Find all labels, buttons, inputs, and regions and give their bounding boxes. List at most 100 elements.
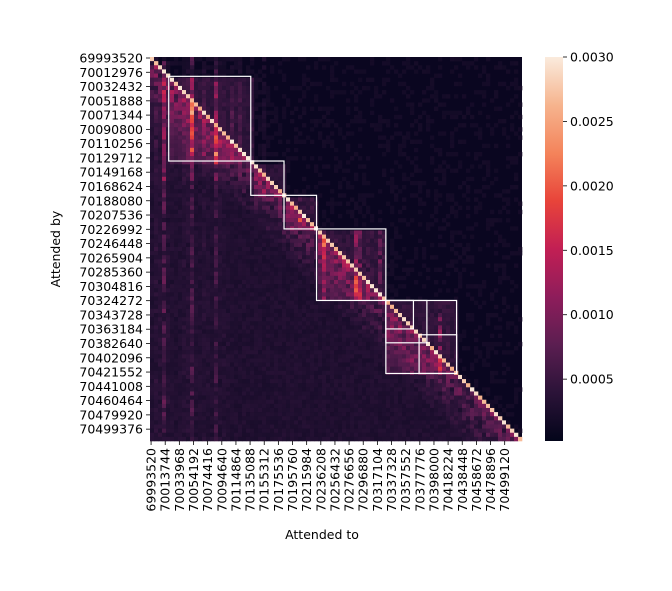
heatmap-cell [182,242,187,248]
heatmap-cell [214,325,219,330]
heatmap-cell [438,383,443,388]
heatmap-cell [154,176,159,182]
heatmap-cell [398,346,403,351]
heatmap-cell [202,383,207,388]
heatmap-cell [454,288,459,293]
heatmap-cell [154,98,159,103]
heatmap-cell [218,189,223,194]
heatmap-cell [186,391,191,396]
heatmap-cell [318,172,323,178]
heatmap-cell [162,81,167,87]
heatmap-cell [150,57,155,62]
heatmap-cell [258,102,263,107]
heatmap-cell [326,354,331,359]
heatmap-cell [194,189,199,194]
heatmap-cell [478,90,483,95]
heatmap-cell [430,391,435,396]
heatmap-cell [262,251,267,256]
heatmap-cell [270,275,275,281]
heatmap-cell [166,321,171,326]
heatmap-cell [246,69,251,74]
heatmap-cell [194,218,199,223]
heatmap-cell [230,127,235,132]
heatmap-cell [274,106,279,111]
heatmap-cell [314,379,319,384]
heatmap-cell [210,391,215,396]
heatmap-cell [174,106,179,111]
heatmap-cell [314,308,319,314]
heatmap-cell [338,292,343,297]
heatmap-cell [258,358,263,363]
heatmap-cell [350,383,355,388]
heatmap-cell [302,81,307,87]
heatmap-cell [186,180,191,186]
heatmap-cell [346,354,351,359]
heatmap-cell [194,362,199,367]
heatmap-cell [202,77,207,83]
heatmap-cell [166,379,171,384]
heatmap-cell [258,123,263,128]
heatmap-cell [266,123,271,128]
heatmap-cell [262,102,267,107]
heatmap-cell [254,263,259,268]
heatmap-cell [514,263,519,268]
heatmap-cell [394,333,399,339]
heatmap-cell [262,267,267,273]
heatmap-cell [346,230,351,235]
heatmap-cell [186,374,191,380]
heatmap-cell [274,296,279,301]
heatmap-cell [246,85,251,91]
heatmap-cell [358,164,363,169]
heatmap-cell [174,329,179,334]
heatmap-cell [226,292,231,297]
heatmap-cell [450,234,455,239]
heatmap-cell [202,61,207,66]
heatmap-cell [514,251,519,256]
heatmap-cell [378,300,383,306]
heatmap-cell [338,321,343,326]
heatmap-cell [434,209,439,215]
heatmap-cell [370,354,375,359]
heatmap-cell [306,246,311,252]
heatmap-cell [382,271,387,277]
heatmap-cell [266,234,271,239]
heatmap-cell [266,176,271,182]
heatmap-cell [274,279,279,285]
heatmap-cell [230,246,235,252]
heatmap-cell [230,135,235,140]
heatmap-cell [410,160,415,165]
heatmap-cell [234,209,239,215]
heatmap-cell [282,263,287,268]
heatmap-cell [154,366,159,372]
heatmap-cell [294,346,299,351]
heatmap-cell [294,300,299,306]
heatmap-cell [170,346,175,351]
heatmap-cell [234,193,239,198]
heatmap-cell [158,94,163,99]
heatmap-cell [226,329,231,334]
heatmap-cell [386,366,391,372]
heatmap-cell [226,333,231,339]
heatmap-cell [198,284,203,289]
heatmap-cell [234,379,239,384]
heatmap-cell [186,279,191,285]
heatmap-cell [222,135,227,140]
heatmap-cell [434,193,439,198]
heatmap-cell [294,383,299,388]
heatmap-cell [154,383,159,388]
heatmap-cell [214,114,219,120]
heatmap-cell [214,379,219,384]
heatmap-cell [334,374,339,380]
heatmap-cell [370,246,375,252]
heatmap-cell [222,288,227,293]
heatmap-cell [202,118,207,124]
heatmap-cell [386,118,391,124]
heatmap-cell [266,180,271,186]
heatmap-cell [438,102,443,107]
heatmap-cell [162,127,167,132]
heatmap-cell [394,123,399,128]
heatmap-cell [450,325,455,330]
heatmap-cell [394,387,399,392]
heatmap-cell [390,205,395,211]
heatmap-cell [494,123,499,128]
